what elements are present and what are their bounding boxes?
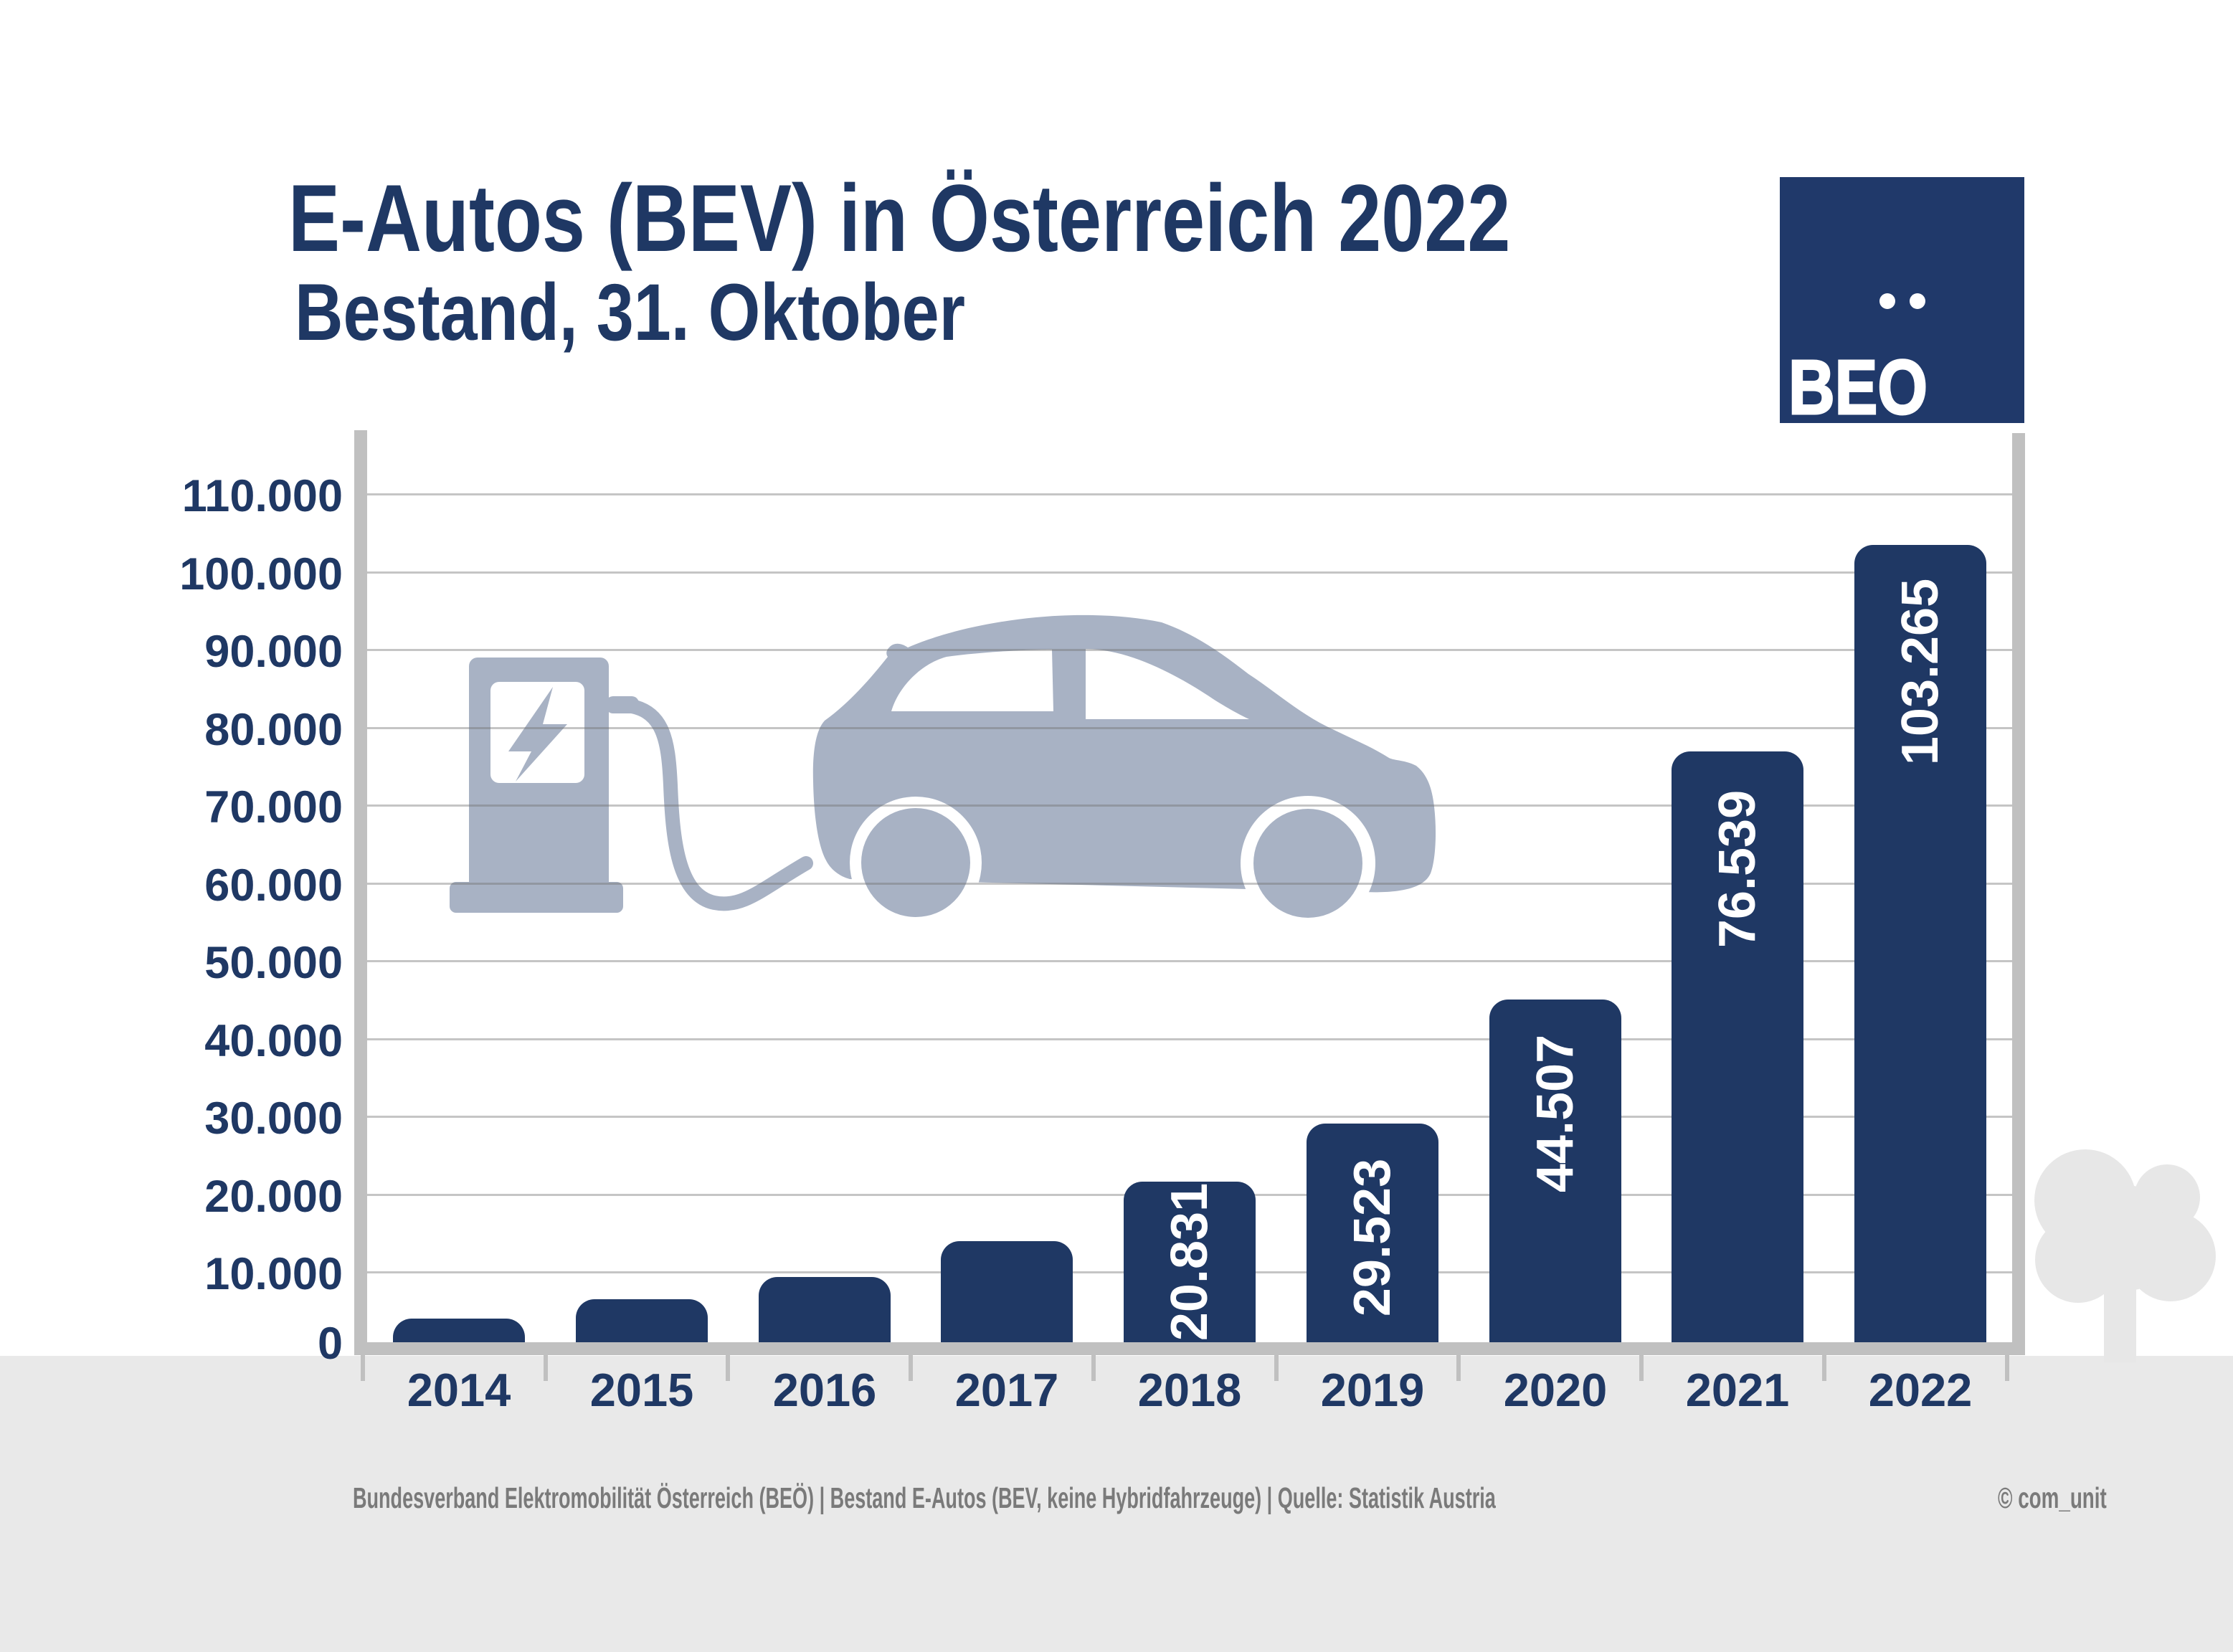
svg-text:BEO: BEO bbox=[1788, 343, 1928, 423]
